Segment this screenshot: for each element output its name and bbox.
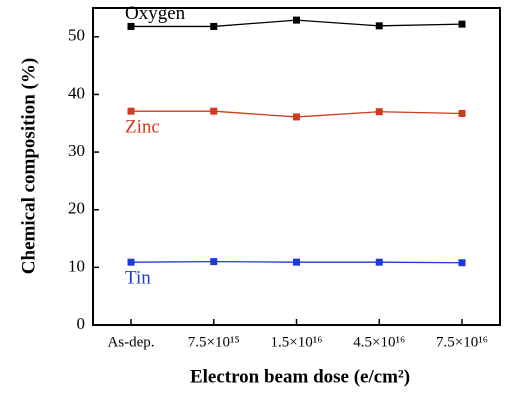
- y-tick-label: 30: [68, 141, 85, 160]
- data-point: [458, 259, 466, 267]
- data-point: [458, 109, 466, 117]
- y-tick-label: 10: [68, 256, 85, 275]
- data-point: [375, 108, 383, 116]
- x-tick-label: 7.5×10¹⁵: [188, 334, 240, 350]
- data-point: [293, 16, 300, 24]
- data-point: [210, 107, 218, 115]
- x-axis-label: Electron beam dose (e/cm²): [190, 366, 410, 387]
- y-axis-label: Chemical composition (%): [18, 58, 39, 274]
- x-tick-label: As-dep.: [107, 334, 154, 350]
- y-tick-label: 50: [68, 26, 85, 45]
- y-tick-label: 20: [68, 199, 85, 218]
- y-tick-label: 40: [68, 83, 85, 102]
- x-tick-label: 4.5×10¹⁶: [353, 334, 405, 350]
- y-tick-label: 0: [77, 314, 86, 333]
- data-point: [127, 107, 135, 115]
- series-label: Oxygen: [125, 3, 186, 24]
- x-tick-label: 7.5×10¹⁶: [436, 334, 488, 350]
- data-point: [127, 258, 135, 266]
- data-point: [375, 258, 383, 266]
- series-label: Zinc: [125, 117, 160, 138]
- data-point: [127, 22, 135, 30]
- data-point: [458, 20, 466, 28]
- data-point: [293, 258, 300, 266]
- plot-frame: [92, 7, 501, 326]
- data-point: [210, 22, 218, 30]
- data-point: [293, 113, 300, 121]
- x-tick-label: 1.5×10¹⁶: [271, 334, 323, 350]
- data-point: [210, 258, 218, 266]
- data-point: [375, 22, 383, 30]
- series-label: Tin: [125, 268, 151, 289]
